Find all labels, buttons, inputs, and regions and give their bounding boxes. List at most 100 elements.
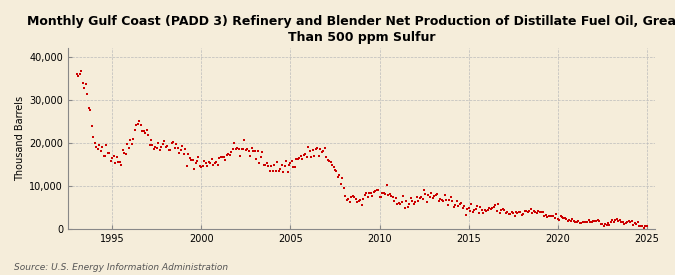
Point — [407, 199, 418, 203]
Point — [338, 186, 349, 190]
Point — [190, 160, 201, 165]
Point — [101, 143, 112, 147]
Point — [591, 219, 601, 223]
Point — [168, 139, 179, 144]
Point — [464, 208, 475, 213]
Point — [107, 156, 118, 160]
Point — [355, 198, 366, 202]
Point — [306, 155, 317, 160]
Point — [398, 194, 408, 198]
Point — [634, 223, 645, 228]
Point — [389, 199, 400, 203]
Point — [520, 209, 531, 213]
Point — [98, 154, 109, 158]
Point — [292, 156, 303, 161]
Point — [587, 220, 597, 224]
Point — [367, 194, 377, 199]
Point — [475, 205, 486, 209]
Point — [85, 108, 96, 112]
Point — [579, 220, 590, 224]
Point — [529, 208, 539, 213]
Point — [582, 219, 593, 224]
Point — [525, 207, 536, 211]
Point — [290, 164, 300, 169]
Point — [518, 212, 529, 216]
Point — [329, 168, 340, 172]
Point — [385, 192, 396, 197]
Point — [432, 192, 443, 196]
Point — [619, 222, 630, 226]
Point — [245, 154, 256, 158]
Point — [457, 206, 468, 210]
Point — [613, 218, 624, 223]
Point — [508, 211, 518, 215]
Point — [494, 211, 505, 215]
Point — [356, 202, 367, 207]
Point — [639, 226, 649, 230]
Point — [279, 164, 290, 168]
Point — [425, 195, 435, 200]
Point — [209, 161, 220, 165]
Point — [580, 220, 591, 224]
Point — [113, 160, 124, 164]
Point — [603, 221, 614, 226]
Point — [524, 209, 535, 214]
Point — [215, 155, 226, 159]
Point — [635, 224, 646, 228]
Point — [516, 213, 527, 217]
Point — [435, 197, 446, 201]
Point — [176, 148, 186, 152]
Point — [375, 194, 386, 199]
Point — [162, 144, 173, 148]
Point — [560, 216, 570, 220]
Point — [595, 221, 606, 226]
Point — [381, 183, 392, 187]
Point — [495, 208, 506, 212]
Point — [456, 201, 466, 205]
Point — [469, 208, 480, 212]
Point — [223, 152, 234, 156]
Point — [82, 92, 92, 96]
Point — [199, 158, 210, 163]
Point — [312, 146, 323, 150]
Point — [364, 191, 375, 195]
Point — [269, 163, 279, 167]
Point — [319, 145, 330, 150]
Point — [186, 158, 196, 162]
Point — [157, 142, 168, 146]
Point — [138, 129, 149, 133]
Point — [270, 169, 281, 173]
Point — [76, 68, 86, 73]
Point — [468, 210, 479, 214]
Point — [549, 216, 560, 221]
Point — [207, 157, 217, 161]
Point — [483, 208, 493, 212]
Point — [502, 210, 512, 215]
Point — [117, 148, 128, 152]
Point — [561, 217, 572, 221]
Point — [512, 211, 523, 216]
Point — [402, 205, 413, 210]
Point — [453, 204, 464, 209]
Point — [337, 176, 348, 180]
Point — [536, 210, 547, 215]
Point — [353, 199, 364, 203]
Point — [240, 148, 251, 153]
Point — [205, 161, 216, 165]
Point — [555, 214, 566, 218]
Point — [463, 206, 474, 210]
Point — [414, 196, 425, 200]
Point — [272, 160, 283, 164]
Point — [573, 219, 584, 223]
Point — [493, 202, 504, 206]
Point — [510, 210, 521, 214]
Point — [552, 217, 563, 221]
Point — [309, 154, 320, 158]
Point — [192, 159, 202, 163]
Point — [265, 169, 275, 173]
Point — [233, 147, 244, 152]
Point — [543, 214, 554, 219]
Point — [334, 173, 345, 177]
Point — [568, 219, 579, 223]
Point — [410, 200, 421, 205]
